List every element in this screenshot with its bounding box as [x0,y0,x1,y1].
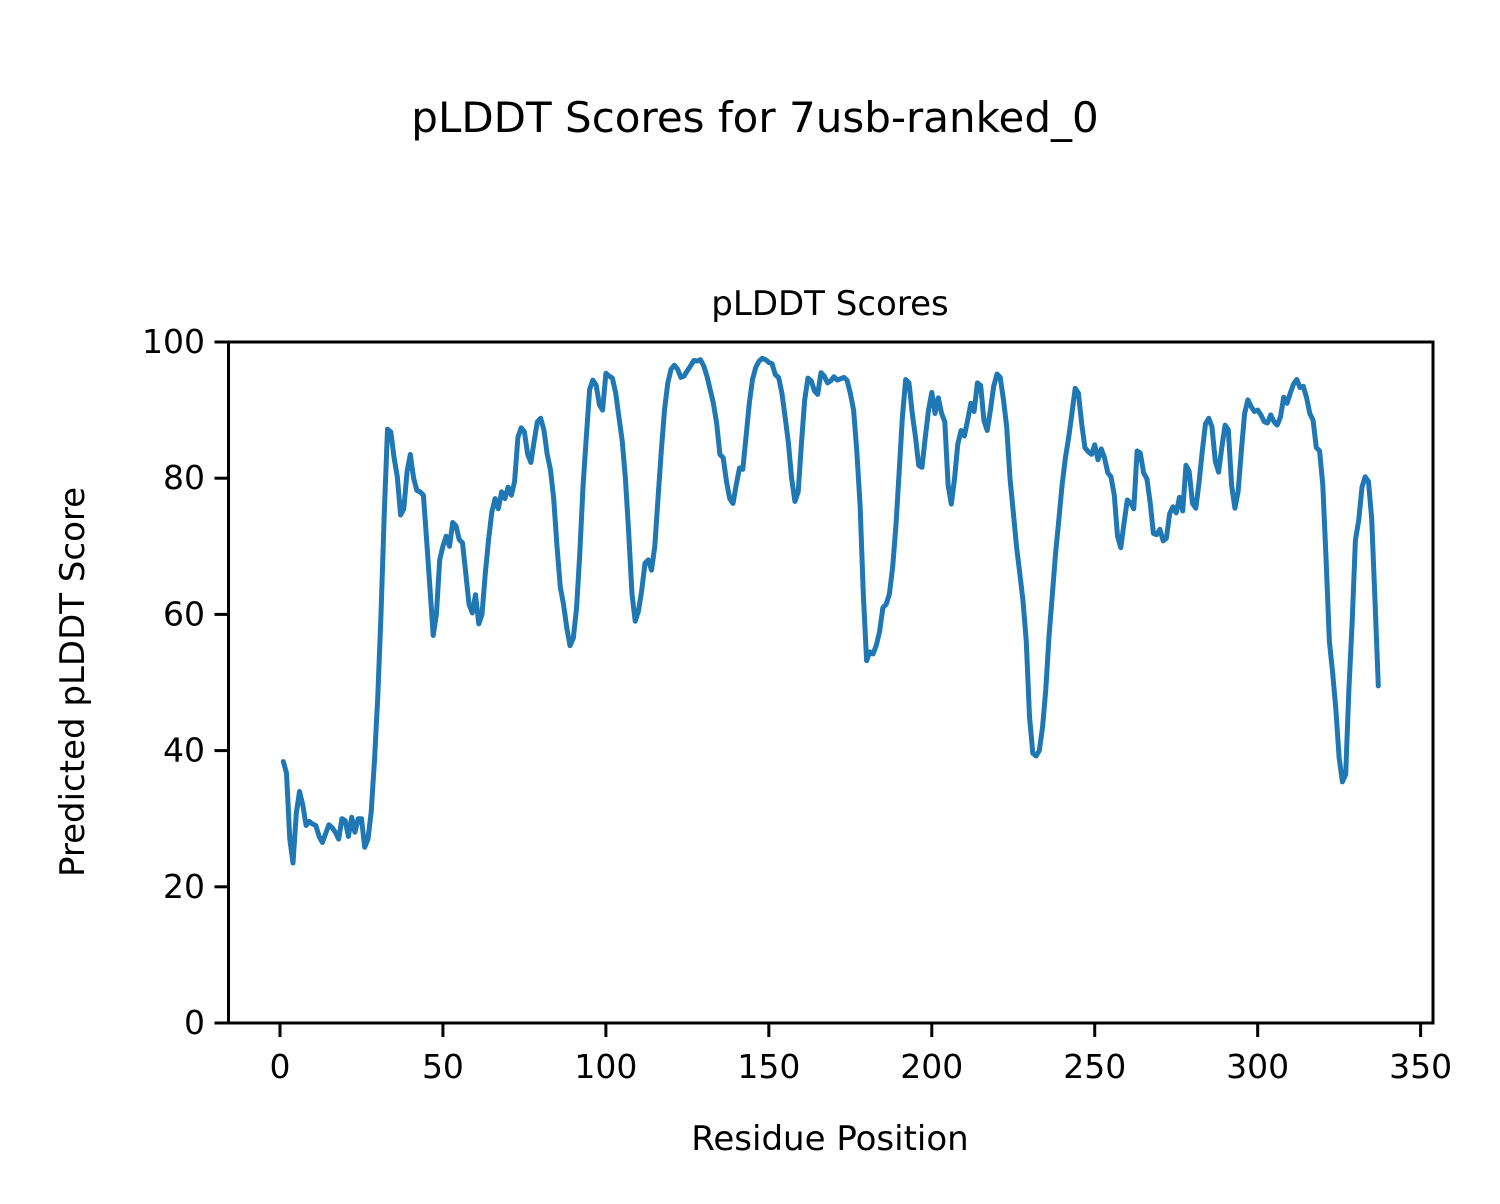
y-axis-ticks: 0 20 40 60 80 100 [142,322,227,1042]
y-axis-label: Predicted pLDDT Score [53,487,93,877]
x-tick-label: 150 [737,1047,800,1086]
y-tick-label: 20 [163,867,205,906]
x-tick-label: 100 [574,1047,637,1086]
y-tick-label: 40 [163,731,205,770]
x-axis-ticks: 0 50 100 150 200 250 300 350 [269,1024,1452,1086]
x-tick-label: 0 [269,1047,290,1086]
x-axis-label: Residue Position [691,1119,968,1159]
plot-frame [227,340,1435,1025]
x-tick-label: 200 [900,1047,963,1086]
x-tick-label: 300 [1226,1047,1289,1086]
y-tick-label: 60 [163,594,205,633]
figure-title: pLDDT Scores for 7usb-ranked_0 [411,93,1098,142]
x-tick-label: 50 [422,1047,464,1086]
x-tick-label: 350 [1389,1047,1452,1086]
axes-title: pLDDT Scores [711,284,948,324]
y-tick-label: 0 [184,1003,205,1042]
x-tick-label: 250 [1063,1047,1126,1086]
y-tick-label: 80 [163,458,205,497]
y-tick-label: 100 [142,322,205,361]
plddt-series-line [280,355,1381,866]
